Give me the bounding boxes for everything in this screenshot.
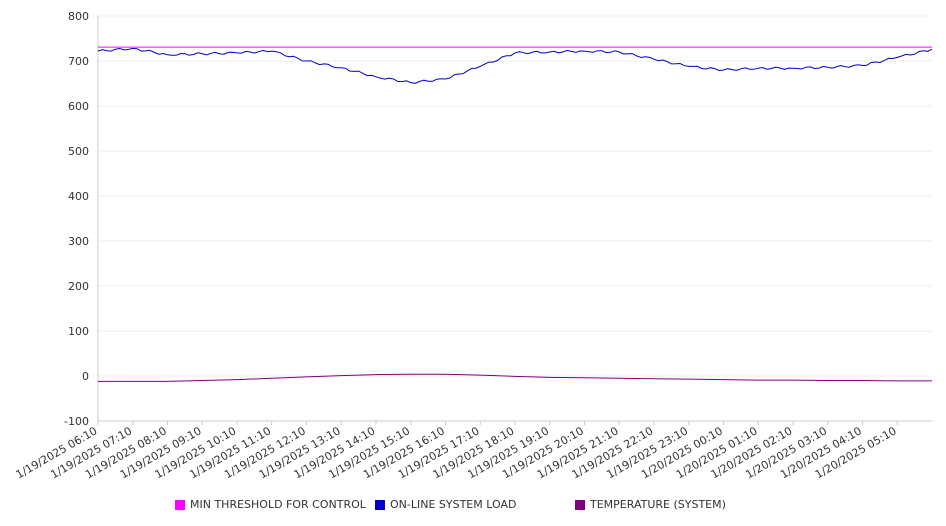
series-line-on-line-system-load: [97, 47, 933, 84]
legend-swatch-threshold: [175, 499, 185, 510]
legend-swatch-temperature: [575, 499, 585, 510]
x-tick-labels: 1/19/2025 06:101/19/2025 07:101/19/2025 …: [14, 421, 899, 481]
y-tick-label: 200: [68, 280, 89, 293]
y-tick-label: 400: [68, 190, 89, 203]
legend-item-temperature[interactable]: TEMPERATURE (SYSTEM): [575, 498, 726, 511]
y-tick-label: 0: [82, 370, 89, 383]
axes: [97, 16, 932, 422]
y-tick-labels: -100 0 100 200 300 400 500 600 700 800: [64, 10, 89, 428]
y-tick-label: 100: [68, 325, 89, 338]
series-lines: [97, 46, 933, 382]
legend-swatch-load: [375, 499, 385, 510]
legend-label-threshold: MIN THRESHOLD FOR CONTROL: [190, 498, 366, 511]
legend-item-threshold[interactable]: MIN THRESHOLD FOR CONTROL: [175, 498, 366, 511]
y-tick-label: 500: [68, 145, 89, 158]
series-line-temperature-system: [98, 373, 932, 382]
legend: MIN THRESHOLD FOR CONTROL ON-LINE SYSTEM…: [0, 498, 946, 516]
legend-item-load[interactable]: ON-LINE SYSTEM LOAD: [375, 498, 516, 511]
y-tick-label: 800: [68, 10, 89, 23]
legend-label-load: ON-LINE SYSTEM LOAD: [390, 498, 517, 511]
y-tick-label: 700: [68, 55, 89, 68]
y-tick-label: -100: [64, 415, 89, 428]
grid-lines: [98, 15, 932, 422]
y-tick-label: 600: [68, 100, 89, 113]
y-tick-label: 300: [68, 235, 89, 248]
legend-label-temperature: TEMPERATURE (SYSTEM): [590, 498, 726, 511]
